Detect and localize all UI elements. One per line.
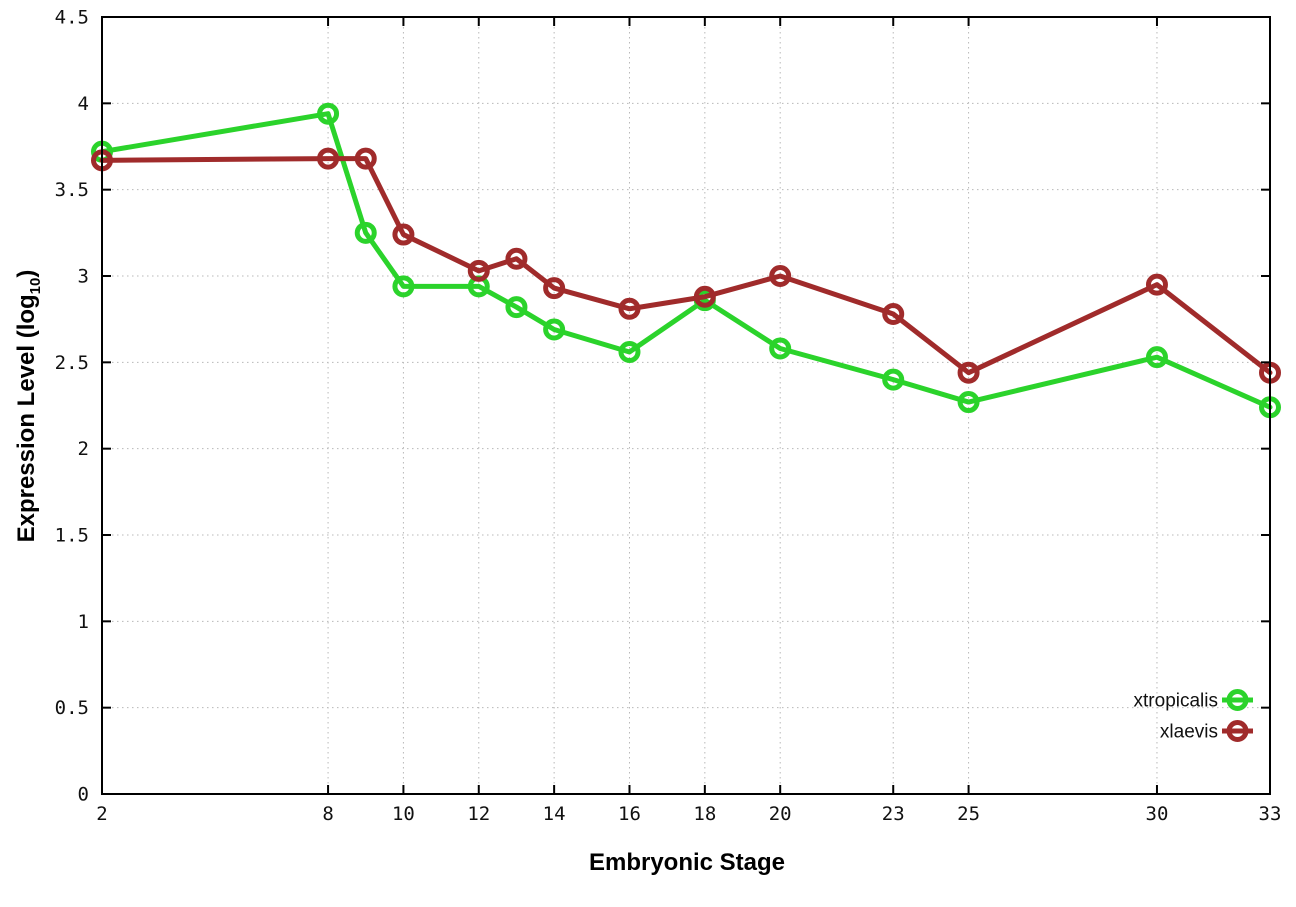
data-point-xtropicalis-stage-16 (618, 340, 641, 363)
legend-label-xlaevis: xlaevis (1160, 722, 1218, 743)
y-tick-label-2-5: 2.5 (55, 352, 89, 374)
y-tick-label-1-5: 1.5 (55, 525, 89, 547)
data-point-xtropicalis-stage-13 (505, 296, 528, 319)
x-tick-label-12: 12 (467, 803, 490, 825)
y-tick-label-4: 4 (78, 93, 89, 115)
data-point-xtropicalis-stage-9 (354, 221, 377, 244)
legend-marker-xtropicalis (1226, 689, 1249, 711)
data-point-xlaevis-stage-16 (618, 297, 641, 320)
y-tick-label-3-5: 3.5 (55, 179, 89, 201)
y-tick-label-0: 0 (78, 784, 89, 806)
data-point-xlaevis-stage-10 (392, 223, 415, 246)
data-point-xtropicalis-stage-30 (1145, 346, 1168, 369)
data-point-xtropicalis-stage-23 (882, 368, 905, 391)
x-tick-label-30: 30 (1146, 803, 1169, 825)
x-axis-title: Embryonic Stage (588, 849, 786, 876)
x-tick-label-25: 25 (957, 803, 980, 825)
x-tick-label-8: 8 (322, 803, 333, 825)
data-point-xtropicalis-stage-8 (317, 102, 340, 125)
series-line-xlaevis (99, 156, 1273, 376)
data-point-xlaevis-stage-23 (882, 302, 905, 325)
x-tick-label-16: 16 (618, 803, 641, 825)
legend-marker-xlaevis (1226, 720, 1249, 742)
data-point-xlaevis-stage-18 (693, 285, 716, 308)
y-tick-label-3: 3 (78, 266, 89, 288)
data-point-xlaevis-stage-30 (1145, 273, 1168, 296)
plot-border (101, 16, 1271, 795)
data-point-xtropicalis-stage-10 (392, 275, 415, 298)
data-point-xlaevis-stage-9 (354, 147, 377, 170)
y-tick-label-4-5: 4.5 (55, 7, 89, 29)
data-point-xlaevis-stage-12 (467, 259, 490, 282)
data-point-xtropicalis-stage-25 (957, 391, 980, 414)
x-tick-label-33: 33 (1259, 803, 1282, 825)
y-axis-title-suffix: ) (13, 269, 40, 278)
y-axis-title-text: Expression Level (log (13, 294, 40, 543)
data-point-xtropicalis-stage-14 (543, 318, 566, 341)
data-point-xlaevis-stage-13 (505, 247, 528, 270)
y-tick-label-2: 2 (78, 438, 89, 460)
x-tick-label-23: 23 (882, 803, 905, 825)
data-point-xtropicalis-stage-20 (769, 337, 792, 360)
x-tick-label-20: 20 (769, 803, 792, 825)
x-tick-label-10: 10 (392, 803, 415, 825)
y-axis-title-subscript: 10 (26, 277, 44, 295)
data-point-xlaevis-stage-8 (317, 147, 340, 170)
data-point-xlaevis-stage-14 (543, 277, 566, 300)
y-axis-title: Expression Level (log10) (13, 191, 44, 621)
legend-label-xtropicalis: xtropicalis (1134, 691, 1218, 712)
y-tick-label-1: 1 (78, 611, 89, 633)
x-tick-label-14: 14 (543, 803, 566, 825)
data-point-xlaevis-stage-25 (957, 361, 980, 384)
x-tick-label-18: 18 (693, 803, 716, 825)
data-point-xlaevis-stage-20 (769, 265, 792, 287)
x-tick-label-2: 2 (96, 803, 107, 825)
y-tick-label-0-5: 0.5 (55, 697, 89, 719)
